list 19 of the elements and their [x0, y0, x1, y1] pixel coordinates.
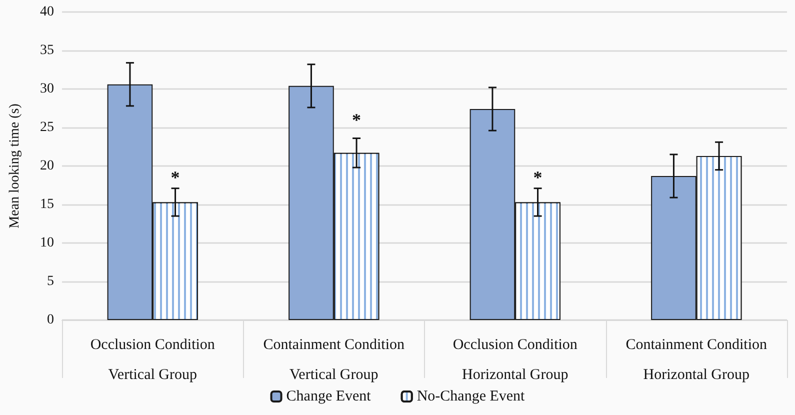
y-tick-label: 0	[47, 312, 54, 328]
y-tick-label: 10	[40, 236, 54, 250]
y-tick-label: 35	[40, 43, 54, 58]
y-tick-label: 5	[47, 274, 54, 289]
y-tick-label: 30	[40, 82, 54, 96]
y-axis-title: Mean looking time (s)	[8, 103, 22, 228]
y-tick-label: 15	[40, 197, 54, 212]
x-tick-label: Containment Condition Horizontal Group	[626, 337, 768, 383]
x-tick-label: Occlusion Condition Horizontal Group	[452, 337, 578, 383]
annotation: *	[170, 168, 180, 188]
annotation: *	[352, 110, 362, 130]
legend-label: No-Change Event	[416, 388, 526, 404]
y-tick-label: 20	[40, 158, 54, 174]
annotation: *	[533, 168, 542, 188]
legend-label: Change Event	[286, 388, 372, 404]
y-tick-label: 40	[40, 4, 54, 20]
x-tick-label: Containment Condition Vertical Group	[263, 337, 405, 383]
x-tick-label: Occlusion Condition Vertical Group	[90, 337, 216, 383]
y-tick-label: 25	[40, 120, 54, 135]
